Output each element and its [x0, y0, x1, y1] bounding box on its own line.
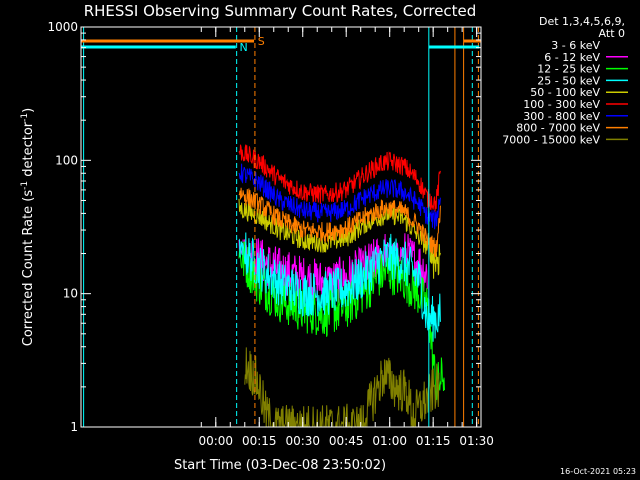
plot-frame [80, 26, 482, 428]
series-line [238, 232, 441, 342]
marker-layer: SN [81, 27, 481, 427]
legend-entry-label: 12 - 25 keV [537, 63, 600, 76]
x-tick-label: 00:45 [329, 434, 364, 448]
series-line [238, 187, 441, 258]
y-axis-label-sup1: -1 [20, 181, 30, 190]
legend-entry-label: 3 - 6 keV [551, 39, 600, 52]
legend-header-line-1: Det 1,3,4,5,6,9, [539, 15, 625, 28]
x-tick-label: 01:30 [459, 434, 494, 448]
y-tick-label: 1000 [47, 20, 78, 34]
marker-label: N [240, 41, 248, 54]
y-axis-label-sup2: -1 [20, 113, 30, 122]
legend-header-line-2: Att 0 [599, 27, 625, 40]
legend-entry-label: 25 - 50 keV [537, 74, 600, 87]
y-tick-label: 10 [63, 287, 78, 301]
series-line [238, 163, 441, 230]
y-axis-label-suffix: ) [21, 108, 36, 113]
legend-entry-label: 7000 - 15000 keV [502, 133, 600, 146]
x-axis-label: Start Time (03-Dec-08 23:50:02) [174, 458, 386, 473]
chart-title: RHESSI Observing Summary Count Rates, Co… [84, 2, 477, 20]
footer-timestamp: 16-Oct-2021 05:23 [560, 467, 636, 476]
y-axis-label: Corrected Count Rate (s-1 detector-1) [20, 108, 36, 346]
series-line [238, 248, 428, 364]
x-tick-label: 00:00 [198, 434, 233, 448]
x-tick-label: 00:30 [285, 434, 320, 448]
marker-label: S [258, 35, 265, 48]
y-axis-label-mid: detector [21, 121, 36, 181]
x-tick-label: 01:00 [372, 434, 407, 448]
legend-entry-label: 300 - 800 keV [523, 110, 600, 123]
x-tick-label: 01:15 [416, 434, 451, 448]
series-line [238, 144, 441, 212]
x-axis: 00:00 00:15 00:30 00:45 01:00 01:15 01:30 [198, 27, 494, 448]
legend-entry-label: 100 - 300 keV [523, 98, 600, 111]
series-layer [238, 144, 445, 429]
x-tick-label: 00:15 [242, 434, 277, 448]
legend-entry-label: 800 - 7000 keV [516, 122, 600, 135]
legend-entry-label: 50 - 100 keV [530, 86, 600, 99]
series-line [244, 347, 440, 429]
legend-entry-label: 6 - 12 keV [544, 51, 600, 64]
y-axis-label-prefix: Corrected Count Rate (s [21, 190, 36, 347]
y-axis: 1 10 100 1000 [47, 20, 481, 434]
y-tick-label: 1 [70, 420, 78, 434]
y-tick-label: 100 [55, 153, 78, 167]
